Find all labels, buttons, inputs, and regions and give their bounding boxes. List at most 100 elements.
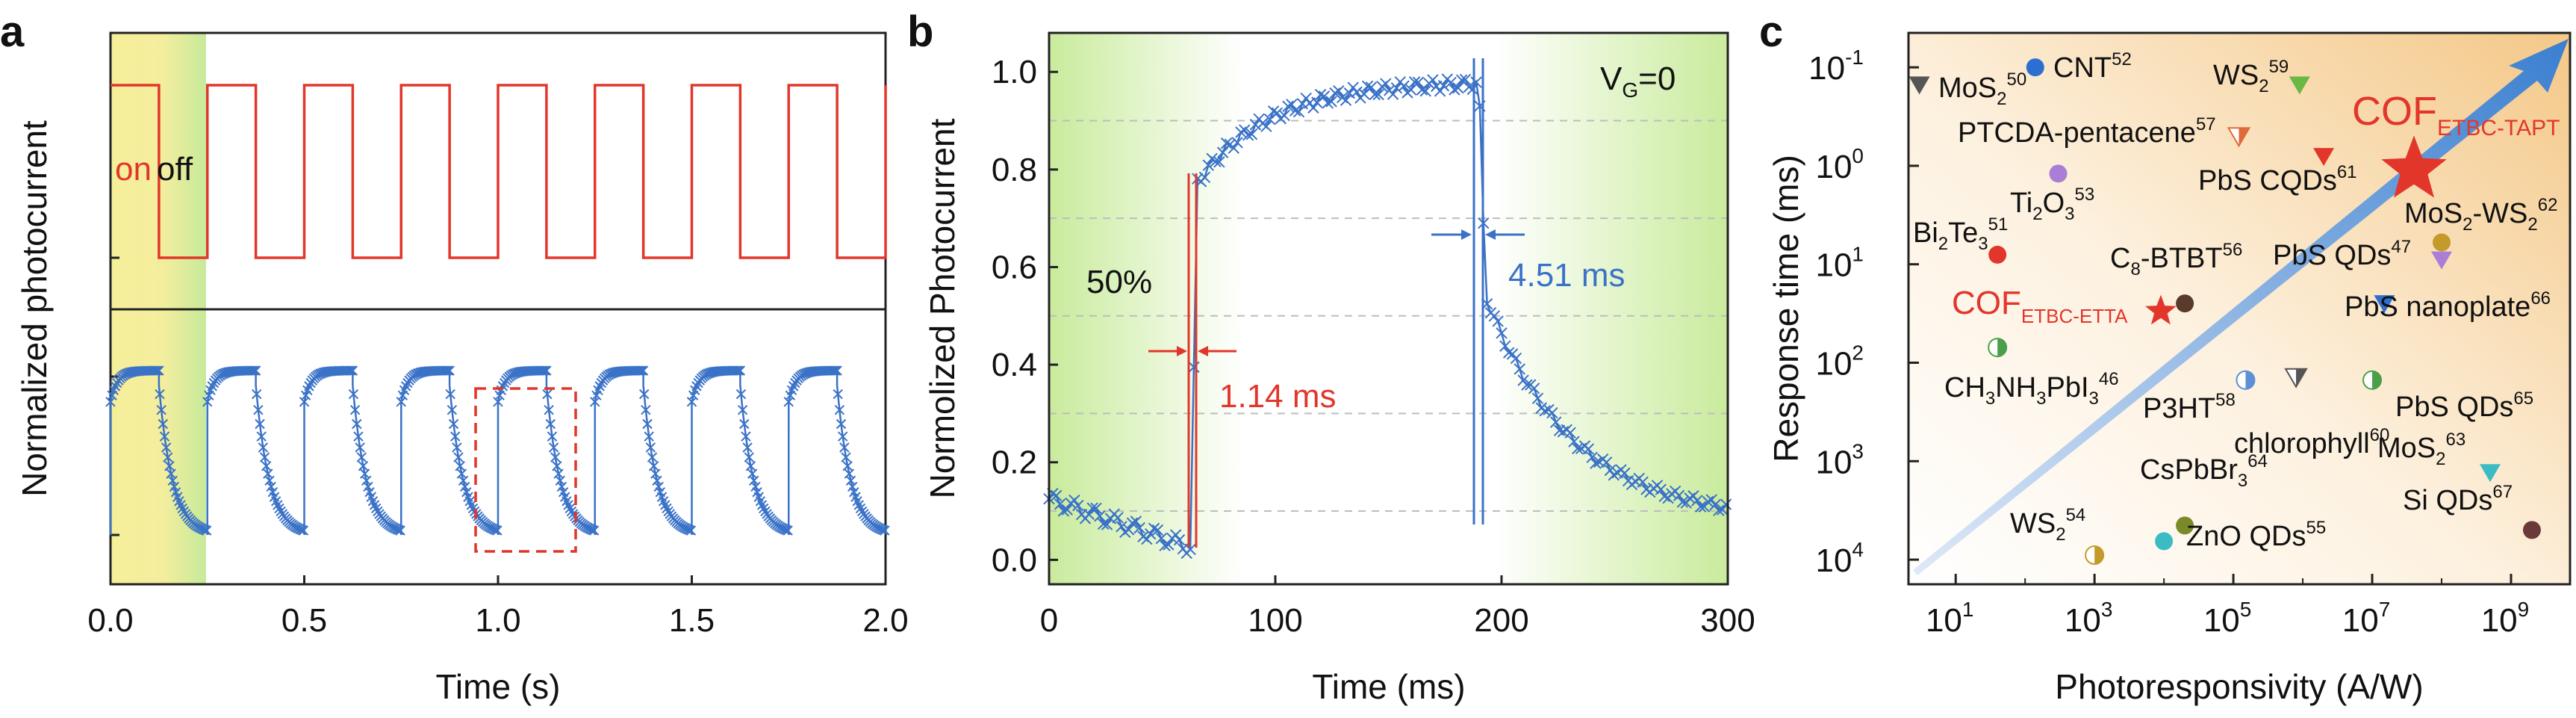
photocurrent-marker (261, 461, 272, 471)
panel-c-letter: c (1759, 7, 1783, 56)
photocurrent-marker (652, 475, 662, 486)
point-ws-54-fill (2094, 546, 2104, 565)
photocurrent-marker (783, 397, 794, 407)
b-series-marker (1133, 522, 1145, 534)
panel-b-ticks: 0 100 200 300 0.0 0.2 0.4 0.6 0.8 1.0 (992, 54, 1755, 639)
photocurrent-marker (540, 365, 550, 376)
label-ptcda: PTCDA-pentacene57 (1958, 114, 2216, 149)
b-series-marker (1260, 120, 1272, 132)
label-ws2-59: WS259 (2213, 57, 2289, 96)
panel-a-letter: a (0, 7, 25, 56)
photocurrent-marker (638, 389, 650, 400)
label-p3ht: P3HT58 (2143, 390, 2236, 424)
b-series-marker (1550, 416, 1562, 428)
b-series-marker (1619, 467, 1631, 479)
photocurrent-marker (550, 452, 561, 462)
b-series-marker (1151, 524, 1164, 536)
square-wave-line (111, 84, 887, 259)
photocurrent-marker (274, 503, 284, 514)
b-series-marker (1068, 494, 1080, 507)
b-series-marker (1600, 457, 1613, 468)
photocurrent-marker (788, 381, 799, 392)
photocurrent-marker (842, 461, 853, 471)
photocurrent-marker (833, 389, 843, 400)
label-pbsqds-47: PbS QDs47 (2273, 237, 2411, 271)
b-series-marker (1083, 508, 1095, 521)
photocurrent-marker (105, 397, 116, 407)
photocurrent-marker (548, 442, 559, 453)
photocurrent-marker (730, 365, 741, 376)
photocurrent-marker (353, 431, 364, 442)
photocurrent-marker (159, 431, 170, 442)
b-series-marker (1228, 142, 1239, 154)
point-pbs-qds-47 (2431, 251, 2453, 270)
photocurrent-marker (542, 389, 553, 400)
photocurrent-marker (346, 365, 356, 376)
b-series-marker (1398, 80, 1410, 92)
b-series-marker (1198, 171, 1211, 184)
photocurrent-marker (246, 365, 256, 376)
b-series-marker (1608, 469, 1620, 481)
b-series-marker (1245, 128, 1258, 140)
b-series-marker (1604, 464, 1617, 477)
b-series-marker (1333, 84, 1345, 97)
point-ti-53 (2049, 164, 2068, 183)
photocurrent-marker (371, 503, 382, 514)
photocurrent-marker (538, 365, 549, 376)
photocurrent-marker (396, 397, 406, 407)
b-series-marker (1094, 510, 1106, 522)
label-ch3nh3pbi3: CH3NH3PbI346 (1944, 369, 2119, 409)
photocurrent-marker (343, 365, 353, 376)
label-cspbbr3: CsPbBr364 (2140, 451, 2268, 491)
photocurrent-marker (439, 365, 450, 376)
b-series-marker (1307, 102, 1319, 114)
photocurrent-marker (735, 389, 747, 400)
label-mos2-63: MoS263 (2377, 430, 2465, 469)
b-series-marker (1235, 126, 1247, 138)
photocurrent-marker (355, 442, 365, 453)
b-series-marker (1488, 310, 1501, 322)
photocurrent-marker (202, 397, 213, 407)
photocurrent-marker (110, 381, 121, 392)
c-ytick-label: 10-1 (1808, 46, 1864, 87)
photocurrent-marker (645, 442, 656, 453)
b-ytick-label: 0.4 (992, 347, 1037, 383)
b-ytick-label: 0.0 (992, 542, 1037, 578)
on-label: on (115, 151, 152, 188)
b-series-marker (1239, 124, 1251, 136)
b-series-marker (1061, 504, 1073, 516)
photocurrent-marker (744, 452, 754, 462)
photocurrent-marker (733, 365, 744, 376)
b-series-marker (1329, 87, 1341, 99)
photocurrent-marker (443, 365, 453, 376)
photocurrent-marker (759, 503, 769, 514)
photocurrent-marker (304, 381, 314, 392)
photocurrent-marker (349, 404, 361, 415)
photocurrent-marker (552, 461, 562, 471)
point-ch-46-fill (1997, 338, 2007, 357)
b-series-marker (1572, 442, 1584, 455)
panel-b-ylabel: Normolized Photocurrent (923, 118, 962, 498)
photocurrent-marker (830, 365, 841, 376)
b-series-marker (1300, 92, 1312, 105)
fall-arrowhead-right (1485, 229, 1496, 240)
label-pbscqds: PbS CQDs61 (2198, 162, 2357, 196)
photocurrent-marker (449, 431, 461, 442)
photocurrent-marker (444, 365, 455, 376)
photocurrent-marker (358, 461, 369, 471)
panel-b-frame (1048, 31, 1729, 586)
b-series-marker (1720, 498, 1732, 510)
photocurrent-marker (834, 404, 845, 415)
label-cnt: CNT52 (2053, 49, 2132, 84)
panel-b-letter: b (907, 7, 933, 56)
b-series-marker (1492, 315, 1504, 327)
label-si-qds: Si QDs67 (2403, 482, 2513, 516)
photocurrent-marker (691, 381, 702, 392)
photocurrent-marker (662, 503, 672, 514)
photocurrent-marker (249, 365, 260, 376)
photocurrent-marker (177, 503, 187, 514)
b-series-marker (1713, 504, 1725, 516)
b-series-marker (1705, 494, 1717, 506)
b-series-marker (1188, 361, 1200, 374)
